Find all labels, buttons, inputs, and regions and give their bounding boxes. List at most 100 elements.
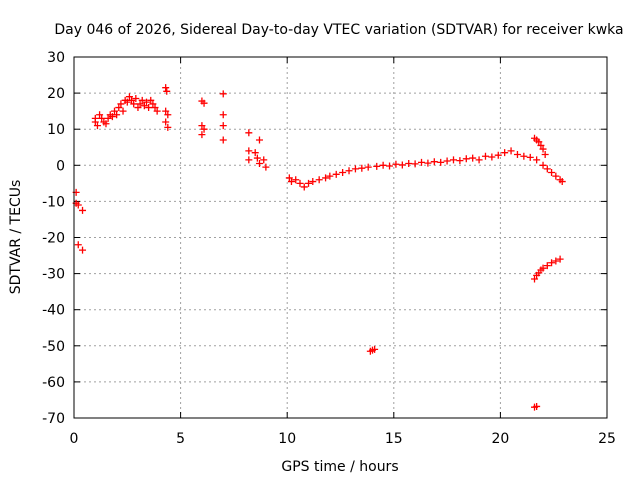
data-point <box>543 262 551 270</box>
data-point <box>392 160 400 168</box>
x-tick-label: 20 <box>491 431 509 447</box>
data-point <box>541 150 549 158</box>
data-point <box>285 174 293 182</box>
data-point <box>345 167 353 175</box>
data-point <box>332 170 340 178</box>
data-point <box>219 122 227 130</box>
data-points <box>72 84 566 411</box>
data-point <box>260 156 268 164</box>
data-point <box>539 264 547 272</box>
y-tick-label: 30 <box>47 50 65 66</box>
data-point <box>200 99 208 107</box>
data-point <box>494 151 502 159</box>
data-point <box>507 147 515 155</box>
data-point <box>253 154 261 162</box>
y-tick-label: -30 <box>42 267 65 283</box>
data-point <box>262 163 270 171</box>
data-point <box>91 118 99 126</box>
data-point <box>132 95 140 103</box>
data-point <box>255 136 263 144</box>
data-point <box>386 162 394 170</box>
data-point <box>358 164 366 172</box>
data-point <box>198 131 206 139</box>
axis-ticks: -70 -60 -50 -40 -30 -20 -10 0 10 20 30 0 5 10 15 20 25 <box>42 50 616 447</box>
data-point <box>108 113 116 121</box>
grid <box>74 57 607 418</box>
data-point <box>245 129 253 137</box>
data-point <box>539 161 547 169</box>
data-point <box>245 156 253 164</box>
data-point <box>162 107 170 115</box>
data-point <box>104 114 112 122</box>
data-point <box>526 153 534 161</box>
data-point <box>379 161 387 169</box>
data-point <box>520 152 528 160</box>
x-axis-label: GPS time / hours <box>281 459 398 475</box>
data-point <box>79 246 87 254</box>
data-point <box>219 111 227 119</box>
x-tick-label: 10 <box>278 431 296 447</box>
data-point <box>449 156 457 164</box>
y-tick-label: -20 <box>42 231 65 247</box>
y-tick-label: 10 <box>47 122 65 138</box>
data-point <box>469 154 477 162</box>
data-point <box>151 104 159 112</box>
data-point <box>535 138 543 146</box>
data-point <box>398 161 406 169</box>
data-point <box>424 159 432 167</box>
data-point <box>145 104 153 112</box>
data-point <box>164 123 172 131</box>
data-point <box>533 402 541 410</box>
data-point <box>74 201 82 209</box>
data-point <box>462 155 470 163</box>
data-point <box>93 122 101 130</box>
data-point <box>219 90 227 98</box>
data-point <box>113 111 121 119</box>
data-point <box>115 104 123 112</box>
data-point <box>371 345 379 353</box>
data-point <box>128 96 136 104</box>
data-point <box>513 150 521 158</box>
data-point <box>163 87 171 95</box>
data-point <box>98 114 106 122</box>
data-point <box>443 157 451 165</box>
data-point <box>339 169 347 177</box>
data-point <box>125 93 133 101</box>
data-point <box>481 152 489 160</box>
data-point <box>456 157 464 165</box>
data-point <box>351 165 359 173</box>
data-point <box>164 111 172 119</box>
data-point <box>309 178 317 186</box>
data-point <box>147 96 155 104</box>
data-point <box>255 159 263 167</box>
data-point <box>287 178 295 186</box>
data-point <box>117 100 125 108</box>
plot-frame <box>73 56 608 419</box>
data-point <box>245 147 253 155</box>
chart-title: Day 046 of 2026, Sidereal Day-to-day VTE… <box>54 22 623 38</box>
y-tick-label: 0 <box>56 158 65 174</box>
data-point <box>162 84 170 92</box>
data-point <box>543 165 551 173</box>
data-point <box>123 98 131 106</box>
y-tick-label: 20 <box>47 86 65 102</box>
data-point <box>552 172 560 180</box>
data-point <box>200 125 208 133</box>
data-point <box>305 179 313 187</box>
x-tick-label: 5 <box>176 431 185 447</box>
data-point <box>548 259 556 267</box>
data-point <box>74 241 82 249</box>
data-point <box>411 160 419 168</box>
data-point <box>552 257 560 265</box>
data-point <box>548 169 556 177</box>
data-point <box>219 136 227 144</box>
y-axis-label: SDTVAR / TECUs <box>8 180 24 295</box>
data-point <box>366 347 374 355</box>
y-tick-label: -40 <box>42 303 65 319</box>
data-point <box>134 104 142 112</box>
data-point <box>251 149 259 157</box>
data-point <box>198 122 206 130</box>
data-point <box>142 98 150 106</box>
data-point <box>79 206 87 214</box>
